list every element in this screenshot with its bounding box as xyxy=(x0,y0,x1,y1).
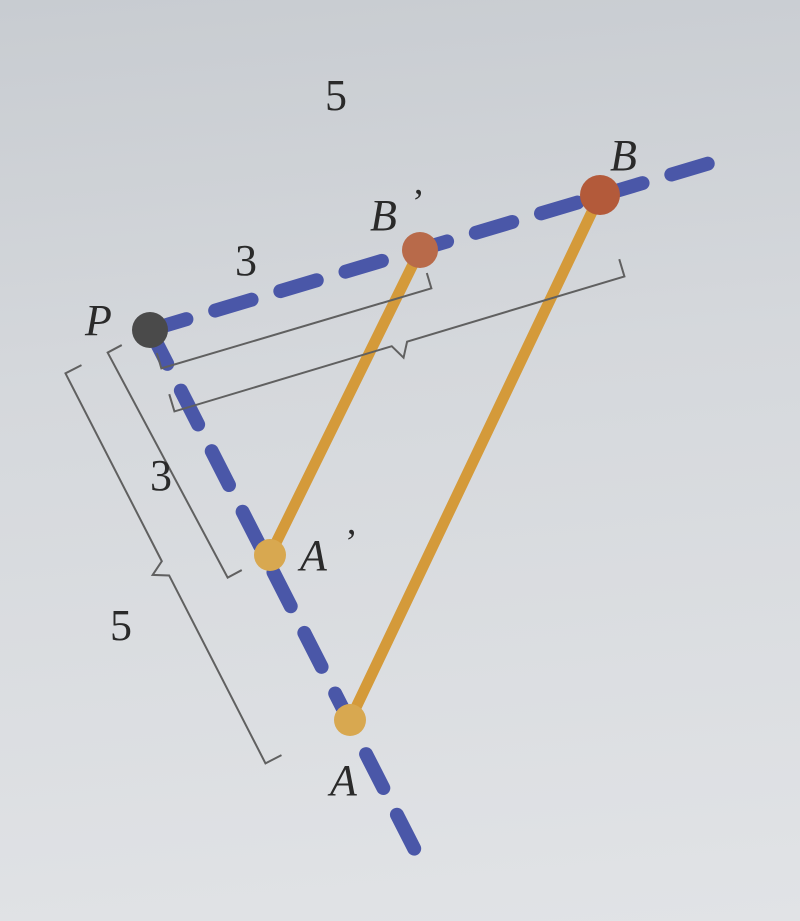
prime-A: ’ xyxy=(345,522,358,564)
ray-PA xyxy=(150,330,420,860)
dim-left-3: 3 xyxy=(150,451,172,500)
dilation-diagram: P B B ’ A A ’ 5 3 3 5 xyxy=(0,0,800,921)
segment-ApBp xyxy=(270,250,420,555)
dim-top-5: 5 xyxy=(325,71,347,120)
point-B xyxy=(580,175,620,215)
dim-top-3: 3 xyxy=(235,236,257,285)
label-Bprime: B xyxy=(370,191,397,240)
point-Aprime xyxy=(254,539,286,571)
prime-B: ’ xyxy=(412,182,425,224)
point-Bprime xyxy=(402,232,438,268)
label-A: A xyxy=(327,756,358,805)
label-B: B xyxy=(610,131,637,180)
label-Aprime: A xyxy=(297,531,328,580)
bracket-left-5 xyxy=(65,365,281,763)
dim-left-5: 5 xyxy=(110,601,132,650)
label-P: P xyxy=(84,296,112,345)
point-A xyxy=(334,704,366,736)
segment-AB xyxy=(350,195,600,720)
point-P xyxy=(132,312,168,348)
